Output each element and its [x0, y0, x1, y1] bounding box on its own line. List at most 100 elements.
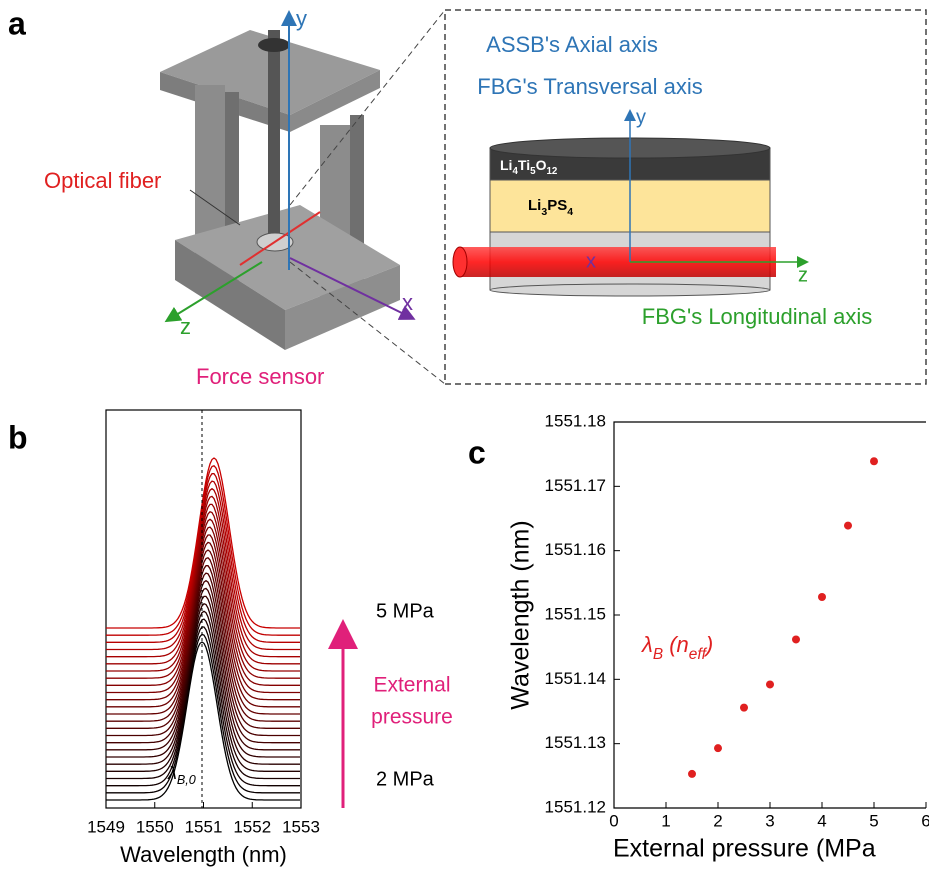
y-tick-label: 1551.18: [545, 411, 606, 430]
axes: [613, 421, 926, 809]
data-point: [740, 703, 748, 712]
axis-label: z: [798, 264, 808, 286]
data-point: [792, 635, 800, 644]
text-part: 12: [546, 166, 557, 177]
text-part: 4: [567, 206, 573, 218]
x-tick-label: 6: [921, 811, 929, 830]
spectrum: [106, 579, 300, 744]
axis-label: x: [402, 290, 413, 315]
data-point: [688, 769, 696, 778]
x-tick-label: 0: [609, 811, 618, 830]
text-part: ): [703, 632, 713, 657]
annotation: External: [373, 674, 450, 697]
text-part: eff: [689, 646, 708, 663]
annotation: 5 MPa: [376, 600, 435, 622]
callout: Force sensor: [196, 364, 324, 389]
plot-frame: [105, 409, 302, 809]
y-tick-label: 1551.16: [545, 540, 606, 559]
y-tick-label: 1551.17: [545, 476, 606, 495]
data-point: [714, 744, 722, 753]
x-axis-title: Wavelength (nm): [120, 842, 287, 867]
spectrum: [106, 587, 300, 751]
y-tick-label: 1551.14: [545, 669, 606, 688]
spectrum: [106, 565, 300, 729]
text-part: (: [663, 632, 679, 657]
x-tick-label: 1551: [185, 817, 223, 836]
spectrum: [106, 557, 300, 722]
rich-text: λB (neff): [641, 632, 713, 663]
spectrum: [106, 487, 300, 658]
spectrum: [106, 641, 300, 801]
spectrum: [106, 534, 300, 701]
inset-text: ASSB's Axial axis: [486, 32, 658, 57]
rich-text: Li3PS4: [528, 197, 573, 218]
y-tick-label: 1551.13: [545, 733, 606, 752]
spectrum: [106, 603, 300, 765]
text-part: Li: [528, 197, 541, 214]
y-tick-label: 1551.15: [545, 604, 606, 623]
spectrum: [106, 465, 300, 636]
spectrum: [106, 503, 300, 672]
spectrum: [106, 480, 300, 651]
spectrum: [106, 511, 300, 679]
spectrum: [106, 626, 300, 787]
text-part: B: [653, 646, 663, 663]
axis-label: x: [586, 250, 596, 272]
spectrum: [106, 610, 300, 772]
spectrum: [106, 495, 300, 665]
labels: a b c y z x Optical fiber Force sensor A…: [8, 5, 872, 470]
text-part: O: [536, 157, 547, 173]
text-part: 4: [512, 166, 518, 177]
x-tick-label: 3: [765, 811, 774, 830]
x-axis-title: External pressure (MPa: [613, 835, 876, 863]
axis-label: y: [636, 106, 646, 128]
text-part: λ: [167, 763, 177, 783]
text-part: PS: [547, 197, 567, 214]
data-point: [870, 457, 878, 466]
data-point: [766, 680, 774, 689]
y-tick-label: 1551.12: [545, 797, 606, 816]
text-part: Li: [500, 157, 512, 173]
spectrum: [106, 457, 300, 629]
text-part: n: [677, 632, 689, 657]
spectrum: [106, 618, 300, 780]
rich-text: Li4Ti5O12: [500, 157, 558, 177]
text-part: Ti: [518, 157, 530, 173]
axis-label: z: [180, 314, 191, 339]
x-tick-label: 4: [817, 811, 826, 830]
data-point: [818, 592, 826, 601]
text-part: 3: [541, 206, 547, 218]
x-tick-label: 1549: [87, 817, 125, 836]
x-tick-label: 1553: [282, 817, 320, 836]
text-part: λ: [641, 632, 653, 657]
inset-text: FBG's Longitudinal axis: [642, 304, 872, 329]
inset-text: FBG's Transversal axis: [477, 74, 702, 99]
text-part: B,0: [177, 773, 196, 787]
spectrum: [106, 549, 300, 715]
x-tick-label: 1: [661, 811, 670, 830]
data-point: [844, 521, 852, 530]
x-tick-label: 1550: [136, 817, 174, 836]
x-tick-label: 1552: [233, 817, 271, 836]
spectrum: [106, 518, 300, 686]
callout: Optical fiber: [44, 168, 161, 193]
spectrum: [106, 473, 300, 643]
spectrum: [106, 572, 300, 737]
text-part: 5: [530, 166, 536, 177]
x-tick-label: 2: [713, 811, 722, 830]
spectrum: [106, 595, 300, 758]
x-tick-label: 5: [869, 811, 878, 830]
axis-label: y: [296, 6, 307, 31]
annotation: pressure: [371, 706, 453, 729]
spectrum: [106, 541, 300, 708]
y-axis-title: Wavelength (nm): [507, 520, 535, 709]
device: [160, 9, 927, 385]
rich-text: λB,0: [167, 763, 196, 788]
cell: [452, 109, 809, 297]
spectrum: [106, 526, 300, 694]
panel-label: c: [468, 434, 486, 470]
annotation: 2 MPa: [376, 768, 435, 790]
panel-label: a: [8, 5, 26, 41]
spectrum: [106, 633, 300, 794]
